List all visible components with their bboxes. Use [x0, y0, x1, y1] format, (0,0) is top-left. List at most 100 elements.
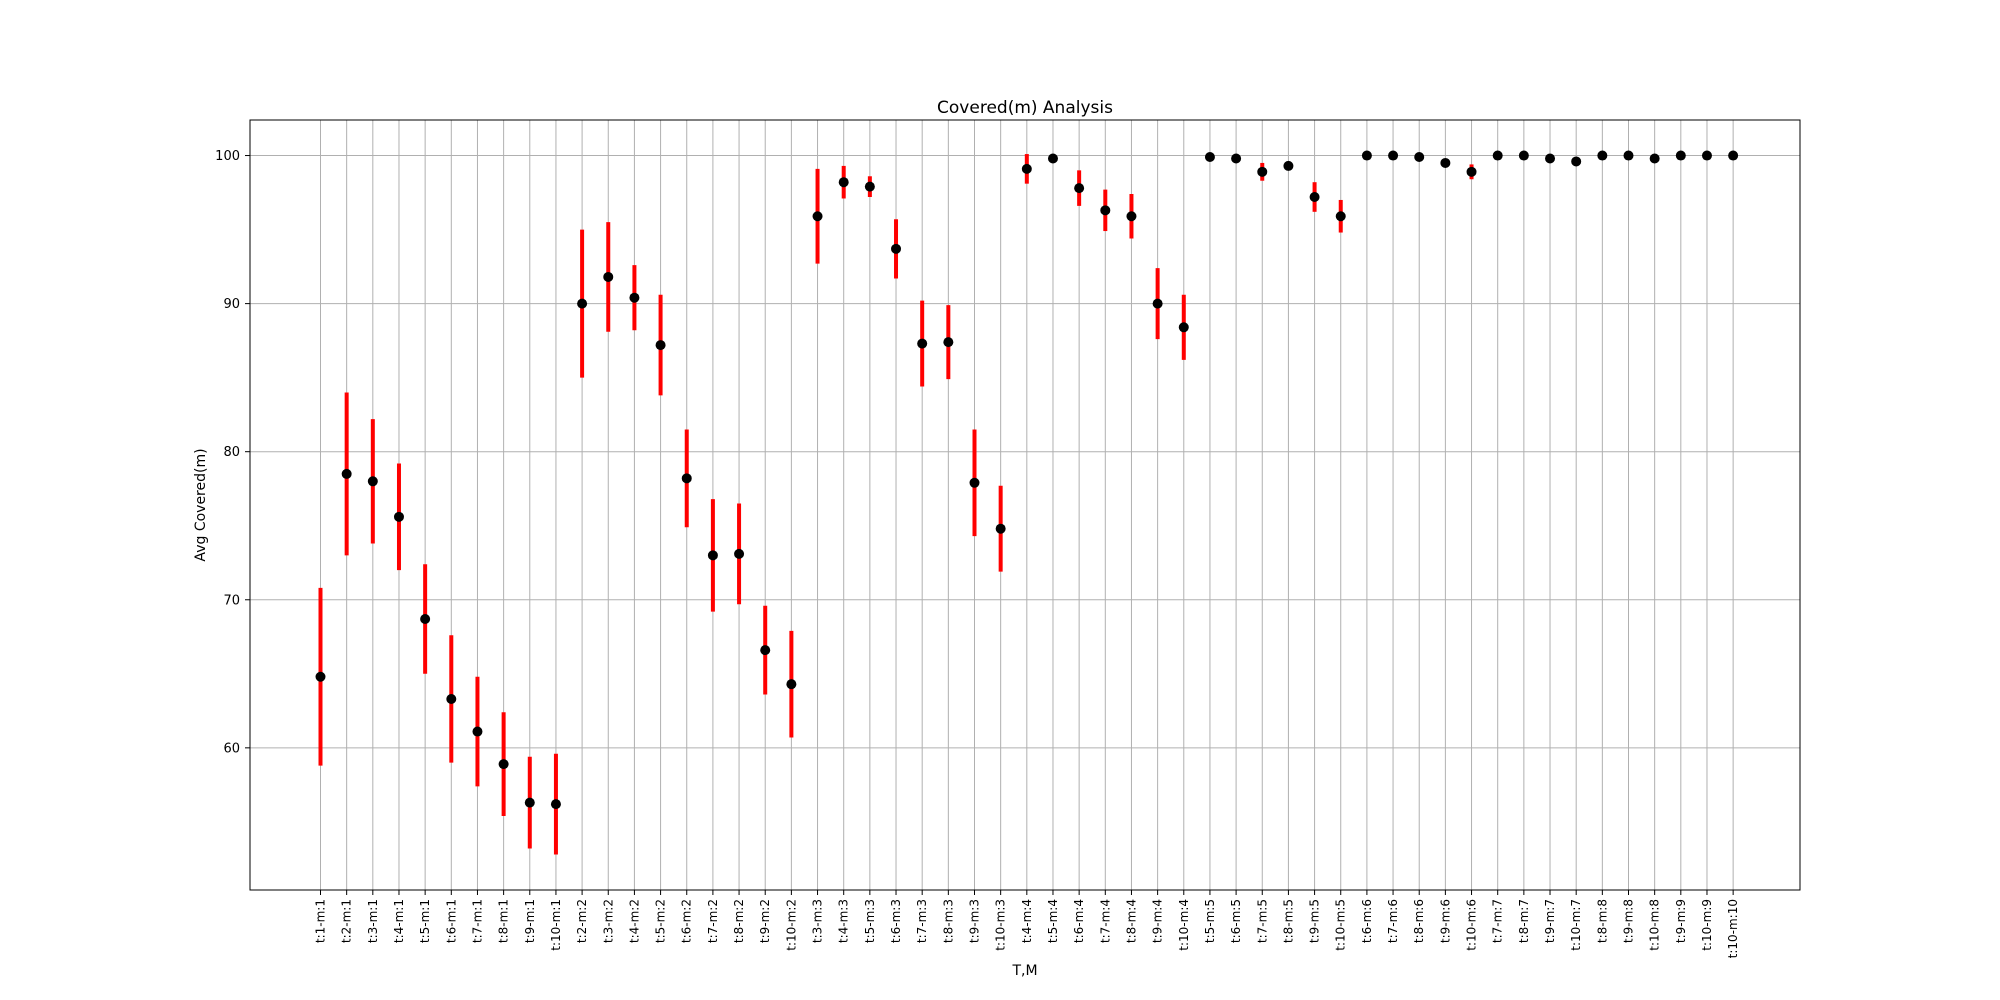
data-point — [472, 726, 483, 737]
data-point — [1571, 156, 1582, 167]
data-point — [420, 614, 431, 625]
y-axis-label: Avg Covered(m) — [193, 448, 209, 561]
data-point — [577, 298, 588, 309]
data-point — [367, 476, 378, 487]
x-tick-label: t:9-m:4 — [1151, 899, 1165, 943]
data-point — [1728, 150, 1739, 161]
x-tick-label: t:10-m:6 — [1465, 899, 1479, 951]
data-point — [1257, 166, 1268, 177]
data-point — [1492, 150, 1503, 161]
x-tick-label: t:10-m:8 — [1648, 899, 1662, 951]
x-tick-label: t:4-m:4 — [1020, 899, 1034, 943]
x-tick-label: t:8-m:4 — [1124, 899, 1138, 943]
data-point — [838, 177, 849, 188]
data-point — [550, 799, 561, 810]
x-tick-label: t:3-m:2 — [601, 899, 615, 943]
x-tick-label: t:5-m:4 — [1046, 899, 1060, 943]
x-axis-label: T,M — [1011, 963, 1037, 979]
data-point — [1623, 150, 1634, 161]
data-point — [1231, 153, 1242, 164]
x-tick-label: t:9-m:8 — [1622, 899, 1636, 943]
data-point — [1204, 152, 1215, 163]
x-tick-label: t:9-m:6 — [1438, 899, 1452, 943]
x-tick-label: t:5-m:3 — [863, 899, 877, 943]
data-point — [1518, 150, 1529, 161]
x-tick-label: t:6-m:4 — [1072, 899, 1086, 943]
x-tick-label: t:7-m:5 — [1255, 899, 1269, 943]
data-point — [891, 243, 902, 254]
data-point — [995, 523, 1006, 534]
x-tick-label: t:8-m:2 — [732, 899, 746, 943]
x-tick-label: t:9-m:9 — [1674, 899, 1688, 943]
data-point — [1074, 183, 1085, 194]
plot-frame — [249, 119, 1801, 891]
x-tick-label: t:9-m:5 — [1308, 899, 1322, 943]
data-point — [603, 271, 614, 282]
data-point — [1414, 152, 1425, 163]
data-point — [1100, 205, 1111, 216]
x-tick-label: t:4-m:1 — [392, 899, 406, 943]
data-point — [524, 797, 535, 808]
x-tick-label: t:9-m:1 — [523, 899, 537, 943]
x-tick-label: t:5-m:5 — [1203, 899, 1217, 943]
y-tick-label: 60 — [223, 741, 240, 756]
x-tick-label: t:10-m:10 — [1726, 899, 1740, 958]
data-point — [1126, 211, 1137, 222]
x-tick-label: t:8-m:6 — [1412, 899, 1426, 943]
x-tick-label: t:7-m:1 — [470, 899, 484, 943]
data-point — [1597, 150, 1608, 161]
x-tick-label: t:8-m:3 — [941, 899, 955, 943]
x-tick-label: t:7-m:7 — [1491, 899, 1505, 943]
x-tick-label: t:9-m:2 — [758, 899, 772, 943]
y-tick-label: 90 — [223, 297, 240, 312]
data-point — [786, 679, 797, 690]
x-tick-label: t:10-m:4 — [1177, 899, 1191, 951]
data-point — [760, 645, 771, 656]
x-tick-label: t:6-m:1 — [444, 899, 458, 943]
x-tick-labels: t:1-m:1 t:2-m:1 t:3-m:1 t:4-m:1 t:5-m:1 t:6-m… — [314, 899, 1741, 958]
data-point — [707, 550, 718, 561]
data-point — [393, 511, 404, 522]
x-tick-label: t:4-m:3 — [837, 899, 851, 943]
x-tick-label: t:7-m:6 — [1386, 899, 1400, 943]
data-point — [681, 473, 692, 484]
data-point — [446, 693, 457, 704]
data-point — [1545, 153, 1556, 164]
x-tick-label: t:7-m:4 — [1098, 899, 1112, 943]
x-tick-label: t:6-m:5 — [1229, 899, 1243, 943]
x-tick-label: t:7-m:3 — [915, 899, 929, 943]
data-point — [629, 292, 640, 303]
data-point — [1178, 322, 1189, 333]
x-tick-label: t:10-m:3 — [994, 899, 1008, 951]
x-tick-label: t:5-m:2 — [654, 899, 668, 943]
data-point — [943, 337, 954, 348]
data-point — [341, 468, 352, 479]
data-point — [1466, 166, 1477, 177]
x-tick-label: t:3-m:3 — [811, 899, 825, 943]
data-point — [1335, 211, 1346, 222]
x-tick-label: t:8-m:5 — [1281, 899, 1295, 943]
x-tick-label: t:5-m:1 — [418, 899, 432, 943]
data-point — [1440, 157, 1451, 168]
y-tick-label: 70 — [223, 593, 240, 608]
x-tick-label: t:9-m:3 — [968, 899, 982, 943]
chart-title: Covered(m) Analysis — [937, 98, 1113, 118]
x-tick-label: t:7-m:2 — [706, 899, 720, 943]
data-point — [315, 671, 326, 682]
data-point — [1152, 298, 1163, 309]
data-point — [1361, 150, 1372, 161]
x-tick-label: t:9-m:7 — [1543, 899, 1557, 943]
x-tick-label: t:10-m:9 — [1700, 899, 1714, 951]
data-point — [1047, 153, 1058, 164]
x-tick-label: t:6-m:6 — [1360, 899, 1374, 943]
data-point — [734, 548, 745, 559]
x-tick-label: t:8-m:7 — [1517, 899, 1531, 943]
data-point — [917, 338, 928, 349]
data-point — [969, 477, 980, 488]
x-tick-label: t:3-m:1 — [366, 899, 380, 943]
data-point — [498, 759, 509, 770]
x-tick-label: t:6-m:2 — [680, 899, 694, 943]
x-tick-label: t:8-m:1 — [497, 899, 511, 943]
data-point — [1283, 160, 1294, 171]
